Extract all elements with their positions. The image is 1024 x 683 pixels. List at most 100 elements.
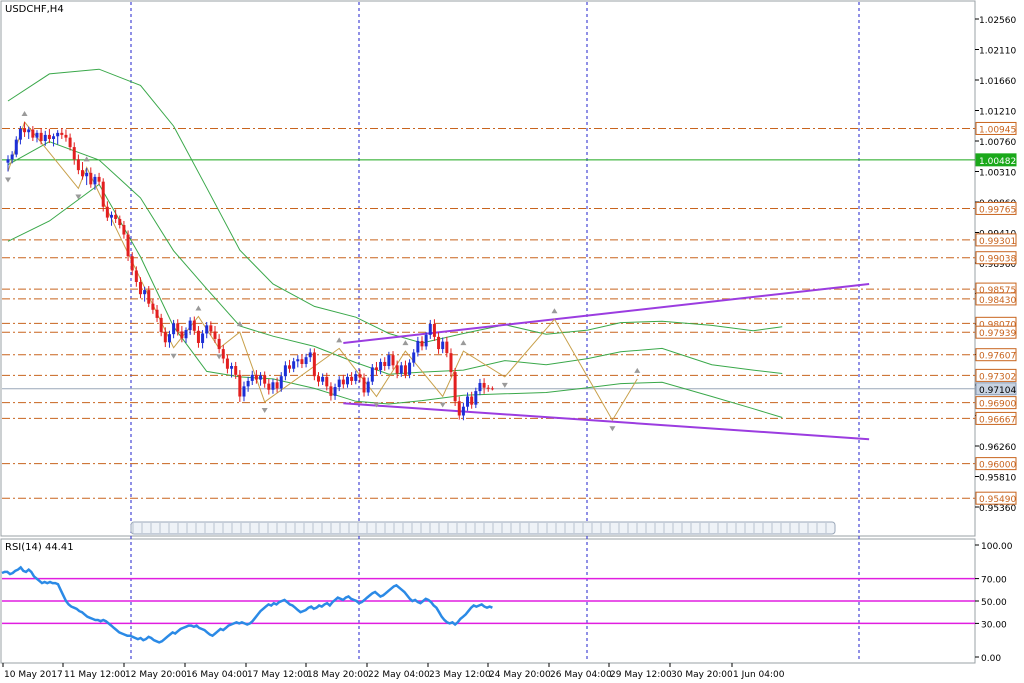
time-axis-label: 24 May 20:00 (489, 670, 551, 680)
price-level-tag: 0.97104 (979, 386, 1016, 396)
candle-bull (201, 333, 205, 343)
price-level-tag: 0.97939 (979, 329, 1016, 339)
time-axis-label: 29 May 12:00 (610, 670, 672, 680)
candle-bull (6, 159, 10, 163)
zigzag-line (7, 120, 638, 422)
candle-bull (428, 324, 432, 335)
price-level-tag: 0.99301 (979, 237, 1016, 247)
fractal-up-arrow (634, 367, 641, 373)
candle-bull (56, 132, 60, 137)
candle-bear (47, 134, 51, 139)
price-axis-label: 1.00760 (979, 138, 1016, 148)
time-axis-label: 1 Jun 04:00 (733, 670, 785, 680)
candle-bear (138, 281, 142, 295)
candle-bear (180, 331, 184, 339)
candle-bear (31, 129, 35, 138)
candle-bull (461, 406, 465, 416)
candle-bear (453, 372, 457, 402)
candle-bear (350, 376, 354, 381)
bollinger-lower-band (7, 183, 783, 418)
rsi-series-line (1, 565, 493, 644)
price-level-tag-box (975, 233, 1017, 247)
symbol-label: USDCHF,H4 (5, 4, 64, 15)
channel-lower-line[interactable] (343, 402, 870, 441)
price-level-tag-box (975, 292, 1017, 306)
candle-bear (163, 332, 167, 343)
price-level-tag: 0.96000 (979, 461, 1016, 471)
candle-bear (395, 365, 399, 374)
time-axis-label: 26 May 04:00 (550, 670, 612, 680)
price-level-tag: 0.99038 (979, 255, 1016, 265)
price-level-tag-box (975, 368, 1017, 382)
candle-bull (292, 361, 296, 369)
candle-bull (43, 134, 47, 141)
candle-bull (387, 355, 391, 367)
fractal-up-arrow (460, 340, 467, 346)
candle-bull (14, 139, 18, 155)
fractal-up-arrow (83, 156, 90, 162)
candle-bull (379, 361, 383, 371)
candle-bull (399, 365, 403, 374)
candle-bull (184, 330, 188, 339)
price-axis-label: 0.95360 (979, 504, 1016, 514)
rsi-axis-label: 50.00 (981, 598, 1007, 608)
candle-bear (300, 359, 304, 364)
price-level-tag-box (975, 491, 1017, 505)
candle-bear (159, 317, 163, 333)
price-axis-label: 1.02110 (979, 47, 1016, 57)
bollinger-upper-band (7, 68, 783, 344)
time-axis-label: 23 May 12:00 (429, 670, 491, 680)
price-level-tag-box (975, 411, 1017, 425)
candle-bear (420, 340, 424, 347)
candle-bull (412, 352, 416, 363)
price-axis-label: 1.00310 (979, 169, 1016, 179)
zigzag-indicator (7, 120, 638, 422)
candle-bear (97, 176, 101, 182)
fractal-up-arrow (551, 308, 558, 314)
price-level-tag: 0.99765 (979, 205, 1016, 215)
time-axis-label: 18 May 20:00 (307, 670, 369, 680)
candle-bull (321, 376, 325, 382)
candle-bear (254, 374, 258, 380)
price-level-tag-box (975, 457, 1017, 471)
fractal-down-arrow (501, 382, 508, 388)
candle-bear (39, 132, 43, 141)
price-axis-label: 0.95810 (979, 474, 1016, 484)
price-axis-label: 0.98960 (979, 260, 1016, 270)
price-axis-label: 0.96260 (979, 443, 1016, 453)
fractal-down-arrow (261, 407, 268, 413)
time-axis-label: 22 May 04:00 (368, 670, 430, 680)
candle-bear (89, 172, 93, 185)
candle-bull (478, 382, 482, 392)
fractal-down-arrow (216, 354, 223, 360)
candle-bear (263, 375, 267, 384)
candle-bear (72, 147, 76, 160)
price-level-tag: 0.95490 (979, 495, 1016, 505)
price-axis-label: 1.01210 (979, 108, 1016, 118)
candle-bull (279, 376, 283, 389)
candle-bear (341, 379, 345, 385)
candle-bear (64, 134, 68, 138)
candle-bear (329, 386, 333, 396)
candle-bear (76, 159, 80, 171)
candle-bull (337, 379, 341, 388)
candle-bear (151, 303, 155, 310)
fractal-down-arrow (75, 194, 82, 200)
candle-bear (470, 396, 474, 405)
rsi-axis-label: 70.00 (981, 576, 1007, 586)
candle-bear (312, 352, 316, 377)
time-axis-label: 17 May 12:00 (247, 670, 309, 680)
candle-bull (230, 366, 234, 369)
candle-bear (213, 331, 217, 339)
candle-bear (362, 377, 366, 393)
candle-bear (105, 206, 109, 218)
candle-bear (155, 309, 159, 318)
candle-bull (205, 325, 209, 334)
candle-bear (445, 341, 449, 354)
price-level-tag: 1.00482 (979, 157, 1016, 167)
candle-bear (126, 234, 130, 257)
candle-bull (110, 214, 113, 218)
candle-bull (242, 386, 246, 397)
time-axis-label: 10 May 2017 (4, 670, 63, 680)
